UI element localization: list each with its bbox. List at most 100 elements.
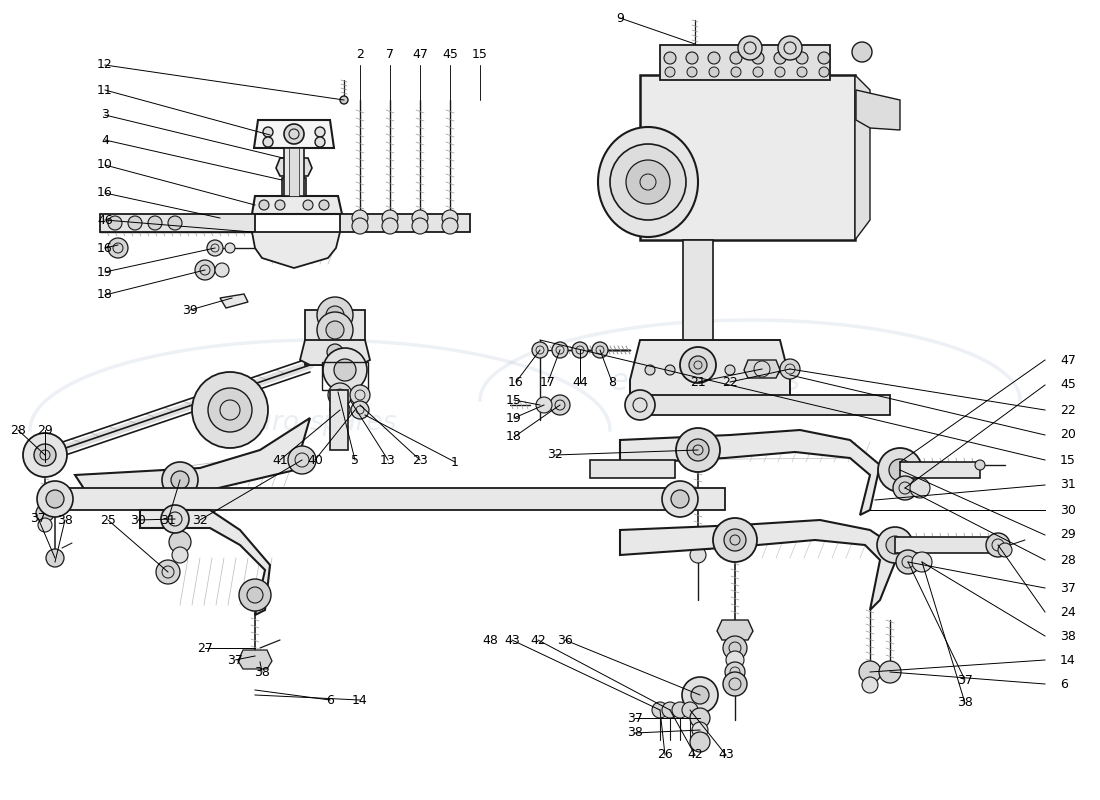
Circle shape [690,708,710,728]
Circle shape [796,52,808,64]
Text: 44: 44 [572,375,587,389]
Text: 14: 14 [352,694,367,706]
Circle shape [889,459,911,481]
Circle shape [682,677,718,713]
Circle shape [248,587,263,603]
Circle shape [592,342,608,358]
Circle shape [662,481,698,517]
Circle shape [162,462,198,498]
Polygon shape [620,430,880,515]
Bar [289,148,299,196]
Text: 38: 38 [627,726,642,739]
Text: 18: 18 [97,289,113,302]
Text: 1: 1 [451,455,459,469]
Polygon shape [238,650,272,669]
Circle shape [226,243,235,253]
Text: 38: 38 [254,666,270,678]
Text: 37: 37 [1060,582,1076,594]
Text: 30: 30 [1060,503,1076,517]
Circle shape [975,460,984,470]
Circle shape [148,216,162,230]
Polygon shape [630,340,790,400]
Circle shape [23,433,67,477]
Circle shape [998,543,1012,557]
Text: 37: 37 [227,654,243,666]
Bar [330,390,348,450]
Text: 38: 38 [1060,630,1076,642]
Text: 22: 22 [1060,403,1076,417]
Text: 37: 37 [627,711,642,725]
Circle shape [412,218,428,234]
Circle shape [315,127,324,137]
Circle shape [725,365,735,375]
Circle shape [879,661,901,683]
Text: 14: 14 [1060,654,1076,666]
Text: 31: 31 [161,514,176,526]
Text: 47: 47 [412,49,428,62]
Text: 40: 40 [307,454,323,466]
Text: 4: 4 [101,134,109,146]
Circle shape [755,365,764,375]
Ellipse shape [598,127,698,237]
Polygon shape [220,294,248,308]
Text: 9: 9 [616,11,624,25]
Circle shape [108,216,122,230]
Text: 32: 32 [192,514,208,526]
Circle shape [352,210,368,226]
Text: 38: 38 [57,514,73,526]
Text: 41: 41 [272,454,288,466]
Circle shape [326,321,344,339]
Bar [305,310,365,365]
Text: 8: 8 [608,375,616,389]
Circle shape [610,144,686,220]
Circle shape [550,395,570,415]
Polygon shape [620,520,900,610]
Circle shape [672,702,688,718]
Circle shape [442,210,458,226]
Circle shape [780,359,800,379]
Text: 19: 19 [97,266,113,278]
Circle shape [723,672,747,696]
Circle shape [323,348,367,392]
Circle shape [671,490,689,508]
Circle shape [170,471,189,489]
Circle shape [798,67,807,77]
Text: 28: 28 [1060,554,1076,566]
Circle shape [878,448,922,492]
Circle shape [625,390,654,420]
Polygon shape [717,620,754,640]
Circle shape [334,359,356,381]
Text: 26: 26 [657,749,673,762]
Circle shape [161,505,189,533]
Bar [900,462,980,478]
Bar [55,488,725,510]
Bar [284,148,304,196]
Circle shape [34,444,56,466]
Circle shape [776,67,785,77]
Polygon shape [300,340,370,365]
Polygon shape [252,232,340,268]
Circle shape [774,52,786,64]
Text: 17: 17 [540,375,556,389]
Text: 16: 16 [508,375,524,389]
Circle shape [680,347,716,383]
Circle shape [685,365,695,375]
Circle shape [778,36,802,60]
Polygon shape [140,510,270,615]
Polygon shape [75,418,310,498]
Text: 37: 37 [957,674,972,686]
Circle shape [108,238,128,258]
Text: 37: 37 [30,511,46,525]
Circle shape [46,490,64,508]
Circle shape [315,137,324,147]
Text: 42: 42 [688,749,703,762]
Text: 3: 3 [101,109,109,122]
Text: 29: 29 [37,423,53,437]
Text: 23: 23 [412,454,428,466]
Circle shape [730,52,743,64]
Circle shape [725,662,745,682]
Polygon shape [856,90,900,130]
Circle shape [676,428,720,472]
Circle shape [732,67,741,77]
Circle shape [328,383,352,407]
